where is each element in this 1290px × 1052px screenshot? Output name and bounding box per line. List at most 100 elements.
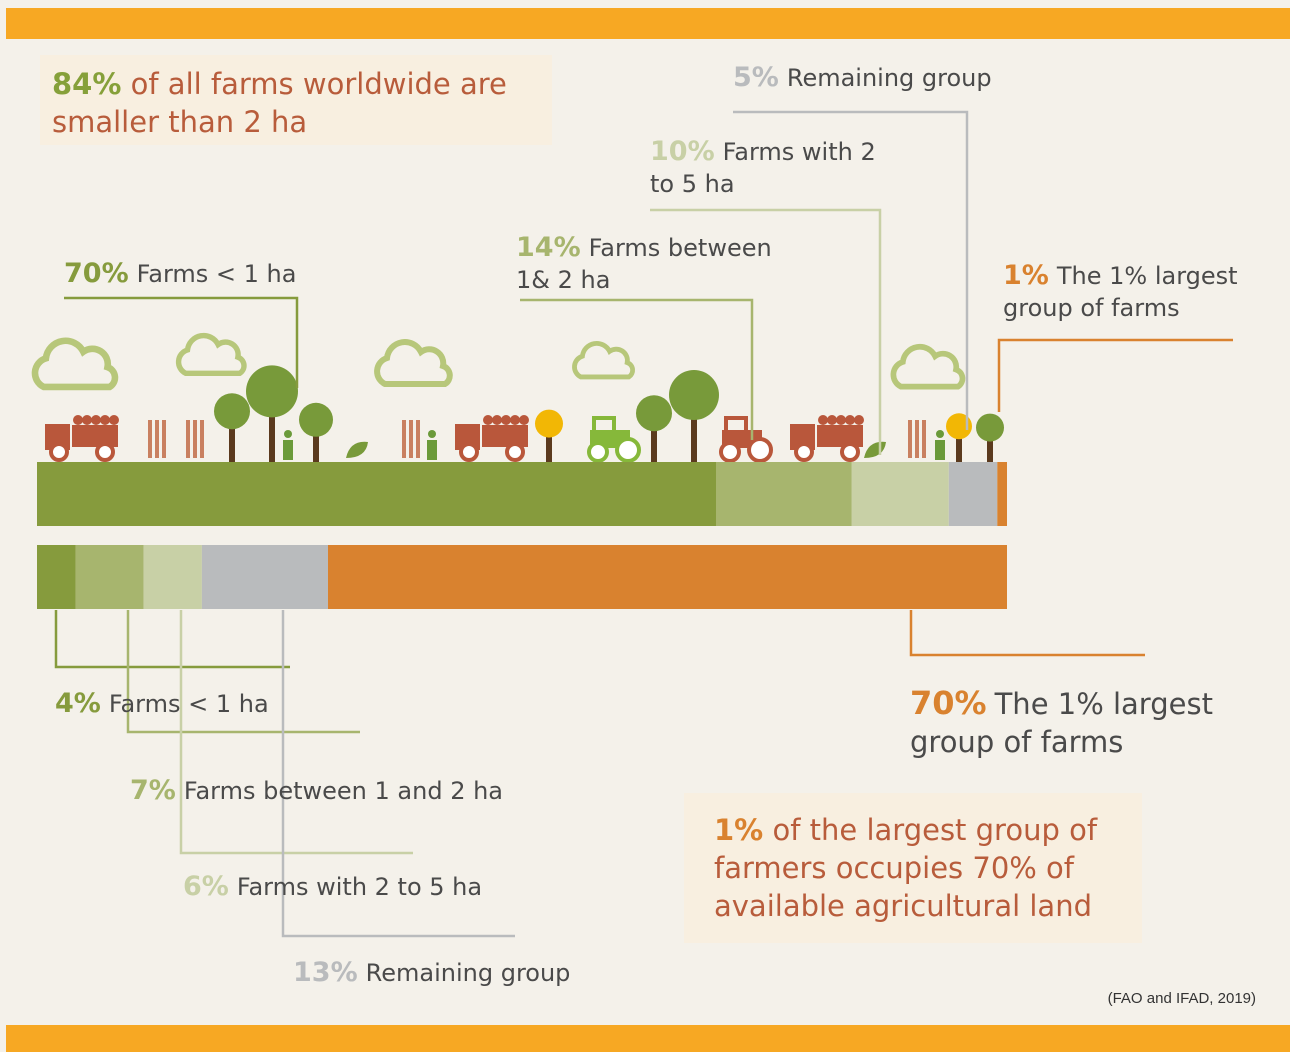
leader-line — [911, 610, 1145, 655]
truck-wheel — [842, 444, 858, 460]
segment-percent: 70% — [910, 684, 987, 722]
segment-percent: 10% — [650, 136, 715, 167]
headline: 84% of all farms worldwide are smaller t… — [40, 55, 552, 145]
person-body — [283, 440, 293, 460]
tree-crown — [214, 393, 250, 429]
bar-segment — [37, 545, 76, 609]
leaf-icon — [346, 442, 368, 458]
tractor-cab — [726, 418, 746, 432]
tractor-cab — [594, 418, 614, 432]
person-head — [936, 430, 944, 438]
person-head — [284, 430, 292, 438]
cloud-icon — [574, 343, 632, 377]
headline-text: of all farms worldwide are smaller than … — [52, 67, 507, 139]
segment-text: Farms with 2 to 5 ha — [237, 873, 482, 901]
segment-label: 13% Remaining group — [293, 957, 673, 989]
tree-crown — [535, 410, 563, 438]
cloud-icon — [377, 342, 450, 384]
segment-text: Farms < 1 ha — [137, 260, 297, 288]
person-head — [428, 430, 436, 438]
truck-load — [519, 415, 529, 425]
bar-segment — [37, 462, 716, 526]
segment-percent: 7% — [130, 775, 176, 806]
tractor-wheel — [749, 439, 771, 461]
truck-wheel — [796, 444, 812, 460]
cloud-icon — [893, 347, 962, 387]
tree-crown — [636, 395, 672, 431]
tree-crown — [299, 403, 333, 437]
person-body — [427, 440, 437, 460]
bar-segment — [76, 545, 144, 609]
truck-load — [492, 415, 502, 425]
truck-load — [845, 415, 855, 425]
truck-bed — [72, 425, 118, 447]
leader-line — [56, 610, 290, 667]
tractor-wheel — [589, 443, 607, 461]
segment-label: 10%Farms with 2 to 5 ha — [650, 136, 880, 200]
segment-percent: 13% — [293, 957, 358, 988]
tree-crown — [669, 370, 719, 420]
segment-percent: 70% — [64, 258, 129, 289]
segment-label: 5% Remaining group — [733, 62, 1053, 94]
truck-wheel — [97, 444, 113, 460]
callout: 1% of the largest group of farmers occup… — [684, 793, 1142, 943]
truck-wheel — [51, 444, 67, 460]
segment-label: 14%Farms between 1& 2 ha — [516, 232, 806, 296]
scenery — [35, 336, 1004, 462]
segment-label: 4% Farms < 1 ha — [55, 688, 355, 720]
top-band — [6, 8, 1290, 39]
segment-text: Remaining group — [366, 959, 571, 987]
bar-segment — [997, 462, 1007, 526]
cloud-icon — [35, 341, 115, 387]
headline-emphasis: 84% — [52, 67, 121, 101]
cloud-icon — [179, 336, 244, 374]
truck-load — [854, 415, 864, 425]
tree-crown — [246, 365, 298, 417]
truck-load — [109, 415, 119, 425]
bar-segment — [852, 462, 949, 526]
truck-load — [483, 415, 493, 425]
leaf-icon — [864, 442, 886, 458]
segment-label: 6% Farms with 2 to 5 ha — [183, 871, 563, 903]
segment-text: Remaining group — [787, 64, 992, 92]
segment-percent: 5% — [733, 62, 779, 93]
truck-load — [510, 415, 520, 425]
segment-text: Farms < 1 ha — [109, 690, 269, 718]
truck-wheel — [461, 444, 477, 460]
segment-percent: 1% — [1003, 260, 1049, 291]
truck-load — [818, 415, 828, 425]
truck-load — [82, 415, 92, 425]
segment-label: 70%The 1% largest group of farms — [910, 684, 1230, 761]
tractor-wheel — [617, 439, 639, 461]
bottom-band — [6, 1025, 1290, 1052]
tractor-wheel — [721, 443, 739, 461]
truck-load — [827, 415, 837, 425]
segment-label: 70% Farms < 1 ha — [64, 258, 384, 290]
truck-load — [73, 415, 83, 425]
truck-bed — [482, 425, 528, 447]
bar-segment — [328, 545, 1007, 609]
bar-segment — [716, 462, 852, 526]
callout-emphasis: 1% — [714, 813, 763, 847]
truck-load — [501, 415, 511, 425]
bar-segment — [144, 545, 202, 609]
truck-load — [91, 415, 101, 425]
source: (FAO and IFAD, 2019) — [1108, 990, 1256, 1007]
tree-crown — [976, 414, 1004, 442]
bar-segment — [949, 462, 998, 526]
segment-percent: 14% — [516, 232, 581, 263]
leader-line — [999, 340, 1233, 412]
truck-load — [836, 415, 846, 425]
segment-label: 1%The 1% largest group of farms — [1003, 260, 1263, 324]
truck-load — [100, 415, 110, 425]
person-body — [935, 440, 945, 460]
segment-text: Farms between 1 and 2 ha — [184, 777, 503, 805]
segment-label: 7% Farms between 1 and 2 ha — [130, 775, 550, 807]
segment-percent: 4% — [55, 688, 101, 719]
truck-wheel — [507, 444, 523, 460]
bar-segment — [202, 545, 328, 609]
segment-percent: 6% — [183, 871, 229, 902]
callout-text: of the largest group of farmers occupies… — [714, 813, 1097, 923]
truck-bed — [817, 425, 863, 447]
infographic: 84% of all farms worldwide are smaller t… — [0, 0, 1290, 1052]
